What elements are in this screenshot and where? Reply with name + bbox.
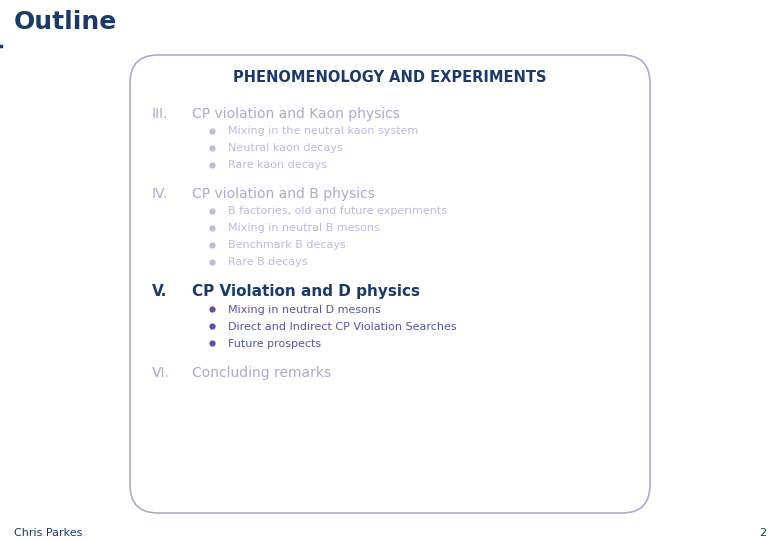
Text: Mixing in neutral D mesons: Mixing in neutral D mesons [228, 305, 381, 315]
Text: Rare kaon decays: Rare kaon decays [228, 160, 327, 170]
Text: CP violation and Kaon physics: CP violation and Kaon physics [192, 107, 400, 121]
FancyBboxPatch shape [130, 55, 650, 513]
Text: Future prospects: Future prospects [228, 339, 321, 349]
Text: Rare B decays: Rare B decays [228, 257, 307, 267]
Text: III.: III. [152, 107, 168, 121]
Text: Mixing in the neutral kaon system: Mixing in the neutral kaon system [228, 126, 418, 136]
Text: B factories, old and future experiments: B factories, old and future experiments [228, 206, 447, 216]
Text: 2: 2 [759, 528, 766, 538]
Text: IV.: IV. [152, 187, 168, 201]
Text: Outline: Outline [14, 10, 117, 34]
Text: Benchmark B decays: Benchmark B decays [228, 240, 346, 250]
Text: VI.: VI. [152, 366, 170, 380]
Text: Neutral kaon decays: Neutral kaon decays [228, 143, 342, 153]
Text: Chris Parkes: Chris Parkes [14, 528, 83, 538]
Text: V.: V. [152, 284, 168, 299]
Text: CP violation and B physics: CP violation and B physics [192, 187, 375, 201]
Text: PHENOMENOLOGY AND EXPERIMENTS: PHENOMENOLOGY AND EXPERIMENTS [233, 70, 547, 84]
Text: Direct and Indirect CP Violation Searches: Direct and Indirect CP Violation Searche… [228, 322, 456, 332]
Text: Concluding remarks: Concluding remarks [192, 366, 332, 380]
Text: Mixing in neutral B mesons: Mixing in neutral B mesons [228, 223, 380, 233]
Text: CP Violation and D physics: CP Violation and D physics [192, 284, 420, 299]
